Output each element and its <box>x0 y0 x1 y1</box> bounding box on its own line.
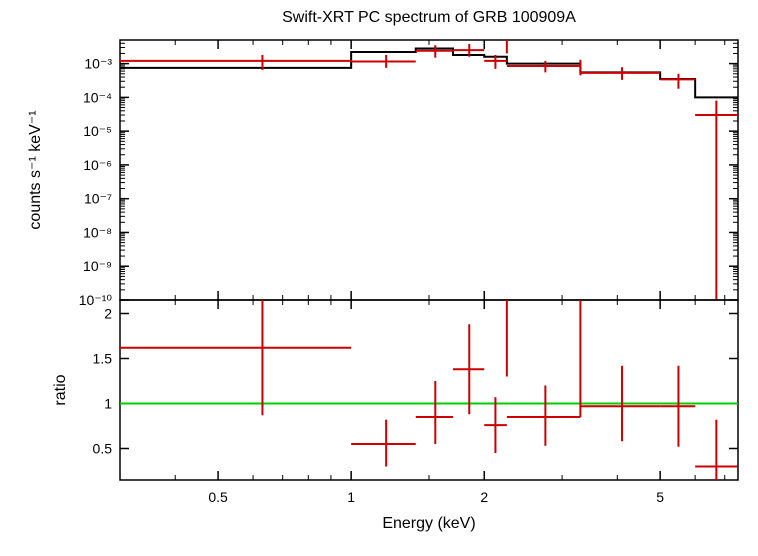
top-ytick-label: 10⁻⁹ <box>83 258 112 274</box>
top-ytick-label: 10⁻³ <box>84 56 112 72</box>
xtick-label: 2 <box>480 489 488 505</box>
bottom-ytick-label: 1.5 <box>93 351 113 367</box>
bottom-ytick-label: 2 <box>104 306 112 322</box>
top-ytick-label: 10⁻⁶ <box>83 157 112 173</box>
top-ylabel: counts s⁻¹ keV⁻¹ <box>27 110 44 229</box>
top-frame <box>120 40 738 300</box>
chart-svg: Swift-XRT PC spectrum of GRB 100909A10⁻¹… <box>0 0 758 556</box>
xtick-label: 5 <box>656 489 664 505</box>
xtick-label: 1 <box>347 489 355 505</box>
bottom-ylabel: ratio <box>52 374 69 405</box>
spectrum-chart: Swift-XRT PC spectrum of GRB 100909A10⁻¹… <box>0 0 758 556</box>
top-panel: 10⁻¹⁰10⁻⁹10⁻⁸10⁻⁷10⁻⁶10⁻⁵10⁻⁴10⁻³ <box>79 40 738 308</box>
top-ytick-label: 10⁻⁴ <box>83 89 112 105</box>
bottom-panel: 0.5 1 1.5 2 0.5 1 2 5 <box>93 300 738 505</box>
top-ytick-label: 10⁻⁸ <box>83 224 112 240</box>
xlabel: Energy (keV) <box>382 515 475 532</box>
chart-title: Swift-XRT PC spectrum of GRB 100909A <box>282 9 576 26</box>
xtick-label: 0.5 <box>208 489 228 505</box>
bottom-ytick-label: 0.5 <box>93 441 113 457</box>
top-ytick-label: 10⁻⁵ <box>83 123 112 139</box>
bottom-frame <box>120 300 738 480</box>
bottom-data-points <box>120 300 738 480</box>
top-ytick-label: 10⁻⁷ <box>84 191 112 207</box>
bottom-ytick-label: 1 <box>104 396 112 412</box>
top-data-points <box>120 40 738 300</box>
